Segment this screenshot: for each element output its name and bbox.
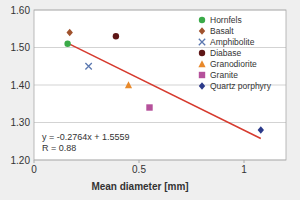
point <box>85 63 91 69</box>
y-tick-label: 1.50 <box>11 42 31 53</box>
y-tick-label: 1.60 <box>11 5 31 16</box>
legend-marker <box>198 60 205 67</box>
y-tick-label: 1.30 <box>11 117 31 128</box>
x-tick-label: 1 <box>241 164 247 175</box>
legend-marker <box>199 50 205 56</box>
x-tick <box>34 160 35 163</box>
legend-label: Amphibolite <box>210 37 255 47</box>
annotation: y = -0.2764x + 1.5559 <box>42 132 130 142</box>
x-tick <box>244 160 245 163</box>
x-tick-label: 0.5 <box>132 164 146 175</box>
grid-line <box>34 47 286 48</box>
point <box>258 126 264 134</box>
plot-area <box>34 10 286 160</box>
legend-label: Quartz porphyry <box>210 81 272 91</box>
legend-label: Granite <box>210 70 238 80</box>
x-tick-label: 0 <box>31 164 37 175</box>
legend-marker <box>199 17 205 23</box>
legend-marker <box>199 39 205 45</box>
legend-label: Diabase <box>210 48 241 58</box>
background <box>0 0 300 200</box>
x-tick <box>139 160 140 163</box>
point <box>146 104 152 110</box>
point <box>113 33 119 39</box>
legend: HornfelsBasaltAmphiboliteDiabaseGranodio… <box>198 15 271 91</box>
legend-marker <box>199 72 205 78</box>
legend-label: Granodiorite <box>210 59 257 69</box>
point <box>125 81 132 88</box>
x-axis-label: Mean diameter [mm] <box>91 181 188 192</box>
y-tick-label: 1.20 <box>11 155 31 166</box>
point <box>64 41 70 47</box>
y-tick-label: 1.40 <box>11 80 31 91</box>
legend-label: Basalt <box>210 26 234 36</box>
grid-line <box>34 122 286 123</box>
legend-marker <box>199 82 205 90</box>
legend-label: Hornfels <box>210 15 242 25</box>
annotation: R = 0.88 <box>42 143 76 153</box>
legend-marker <box>199 27 205 35</box>
point <box>67 29 73 37</box>
chart: 1.20 1.30 1.40 1.50 1.60 0 0.5 1 Mean diameter [… <box>0 0 300 200</box>
plot-frame <box>34 10 286 160</box>
